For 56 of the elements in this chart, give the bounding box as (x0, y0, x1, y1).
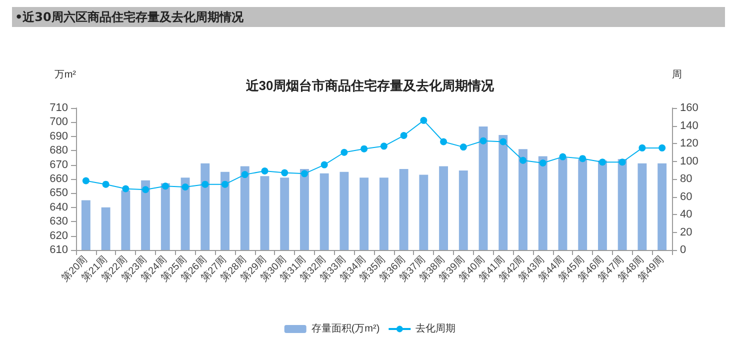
point (400, 132, 408, 140)
point (539, 160, 546, 167)
point (480, 137, 487, 144)
point (300, 170, 308, 178)
point (598, 158, 606, 166)
y-tick-label: 640 (50, 201, 68, 214)
point (102, 180, 110, 188)
y2-tick-label: 60 (680, 190, 692, 203)
y2-tick-label: 140 (680, 120, 698, 132)
y-tick-label: 700 (50, 116, 68, 128)
chart-subtitle: •近30周六区商品住宅存量及去化周期情况 (12, 7, 725, 27)
point (320, 161, 328, 168)
y2-tick-label: 120 (680, 138, 698, 150)
point (162, 182, 169, 190)
chart-title: 近30周烟台市商品住宅存量及去化周期情况 (244, 78, 496, 93)
point (500, 138, 507, 146)
point (261, 168, 268, 175)
point (122, 185, 130, 192)
y-tick-label: 620 (50, 230, 68, 242)
point (241, 171, 248, 178)
point (618, 158, 626, 166)
y-tick-label: 710 (50, 102, 68, 114)
point (340, 148, 348, 156)
point (440, 138, 448, 146)
y-tick-label: 680 (50, 144, 68, 157)
y-tick-label: 650 (50, 187, 68, 200)
point (360, 145, 368, 152)
y-tick-label: 630 (50, 216, 68, 228)
point (182, 183, 189, 190)
point (202, 180, 209, 188)
y2-tick-label: 100 (680, 155, 698, 168)
y-tick-label: 660 (50, 173, 68, 185)
point (638, 144, 646, 152)
y2-tick-label: 80 (680, 173, 692, 185)
legend-label: 存量面积(万m²) (311, 322, 380, 334)
point (520, 156, 526, 164)
legend-label: 去化周期 (416, 322, 456, 334)
y-axis-title: 万m² (54, 70, 77, 80)
point (420, 116, 428, 124)
point (460, 144, 467, 151)
y-tick-label: 610 (50, 244, 68, 256)
point (281, 169, 288, 176)
point (82, 177, 90, 184)
y2-axis-title: 周 (672, 70, 682, 80)
y2-tick-label: 40 (680, 208, 692, 220)
y-tick-label: 690 (50, 130, 68, 142)
point (222, 180, 228, 188)
point (579, 155, 586, 162)
y-tick-label: 670 (50, 158, 68, 171)
y2-tick-label: 20 (680, 226, 692, 238)
point (142, 186, 150, 194)
point (658, 144, 666, 152)
y2-tick-label: 0 (680, 244, 686, 256)
point (380, 142, 388, 150)
y2-tick-label: 160 (680, 102, 698, 114)
point (559, 153, 566, 160)
